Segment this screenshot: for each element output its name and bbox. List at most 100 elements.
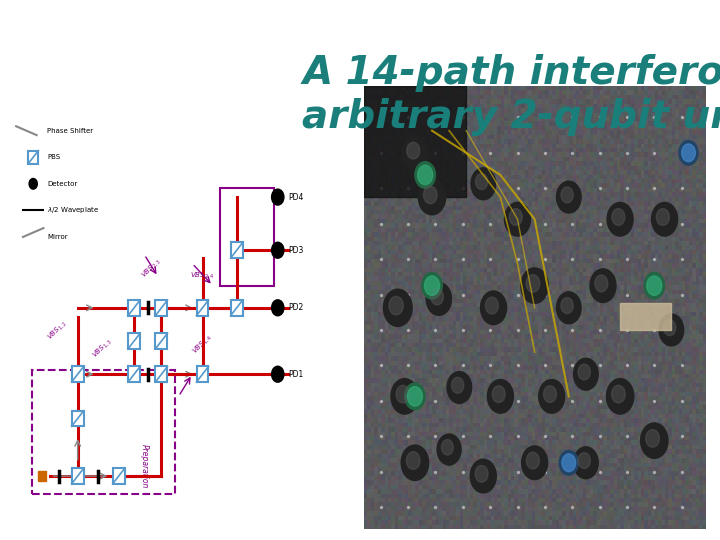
Circle shape [422,272,442,299]
Bar [128,333,140,349]
Circle shape [574,447,598,479]
Circle shape [401,445,428,481]
Circle shape [426,282,451,315]
Circle shape [431,288,444,305]
Circle shape [612,208,625,225]
Bar [72,367,84,382]
Circle shape [425,276,439,295]
Circle shape [406,451,420,469]
Circle shape [657,208,670,225]
Circle shape [679,140,698,165]
Bar [128,367,140,382]
Circle shape [485,297,498,314]
Bar [72,468,84,484]
Circle shape [682,144,696,161]
Circle shape [559,450,578,475]
Circle shape [475,174,487,190]
Circle shape [607,202,633,236]
Circle shape [509,208,522,225]
Circle shape [487,380,513,413]
Circle shape [418,179,446,215]
Circle shape [526,275,540,292]
Text: Preparation: Preparation [140,444,149,489]
Circle shape [647,276,662,295]
Text: $VBS_{2,4}$: $VBS_{2,4}$ [190,270,215,280]
Circle shape [271,366,284,382]
Circle shape [447,372,472,403]
Bar [620,303,671,330]
Bar [364,86,467,197]
Circle shape [475,465,488,482]
Text: Mirror: Mirror [47,234,68,240]
Circle shape [471,168,495,200]
Circle shape [521,446,548,480]
Circle shape [595,275,608,292]
Circle shape [391,379,418,414]
Circle shape [389,296,403,315]
Circle shape [521,268,549,303]
Bar [128,300,140,315]
Text: $VBS_{1,3}$: $VBS_{1,3}$ [89,336,114,360]
Bar [156,300,168,315]
Circle shape [590,269,616,302]
Circle shape [561,187,573,203]
Circle shape [451,377,464,393]
Bar [197,300,209,315]
Circle shape [561,298,573,314]
Text: PD3: PD3 [288,246,303,255]
Text: Detector: Detector [47,181,77,187]
Bar [38,471,45,481]
Circle shape [574,358,598,390]
Circle shape [505,202,531,236]
Bar [28,151,38,164]
Circle shape [415,161,436,188]
Bar [72,411,84,426]
Circle shape [578,364,590,380]
Circle shape [418,165,433,185]
Text: $\lambda$/2 Waveplate: $\lambda$/2 Waveplate [47,205,99,215]
Text: PD2: PD2 [288,303,303,312]
Circle shape [271,189,284,205]
Bar [230,242,243,258]
Text: $VBS_{1,4}$: $VBS_{1,4}$ [190,331,215,355]
Circle shape [396,386,410,403]
Text: PD4: PD4 [288,193,303,201]
Bar [32,370,175,494]
Circle shape [652,202,678,236]
Text: A 14-path interferometer for
arbitrary 2-qubit unitaries...: A 14-path interferometer for arbitrary 2… [302,54,720,136]
Circle shape [544,386,557,402]
Bar [113,468,125,484]
Circle shape [271,242,284,258]
Circle shape [578,453,590,469]
Circle shape [441,440,454,455]
Circle shape [480,291,507,325]
Circle shape [664,320,676,336]
Circle shape [423,186,437,204]
Circle shape [402,136,428,170]
Circle shape [526,452,539,469]
Circle shape [606,379,634,414]
Circle shape [539,380,564,413]
Circle shape [641,423,668,458]
Circle shape [407,142,420,159]
Bar [156,333,168,349]
Circle shape [646,430,660,447]
Circle shape [562,454,576,471]
Circle shape [659,314,684,346]
Circle shape [557,181,581,213]
Bar [197,367,209,382]
Circle shape [437,434,461,465]
Text: Phase Shifter: Phase Shifter [47,127,93,134]
Bar [220,188,274,286]
Circle shape [384,289,412,326]
Text: $VBS_{1,2}$: $VBS_{1,2}$ [45,318,69,342]
Circle shape [405,383,425,410]
Circle shape [408,387,423,406]
Circle shape [492,386,505,402]
Text: $VBS_{2,3}$: $VBS_{2,3}$ [139,256,163,280]
Circle shape [557,292,581,324]
Circle shape [470,459,496,493]
Circle shape [271,300,284,316]
Circle shape [644,272,665,299]
Bar [230,300,243,315]
